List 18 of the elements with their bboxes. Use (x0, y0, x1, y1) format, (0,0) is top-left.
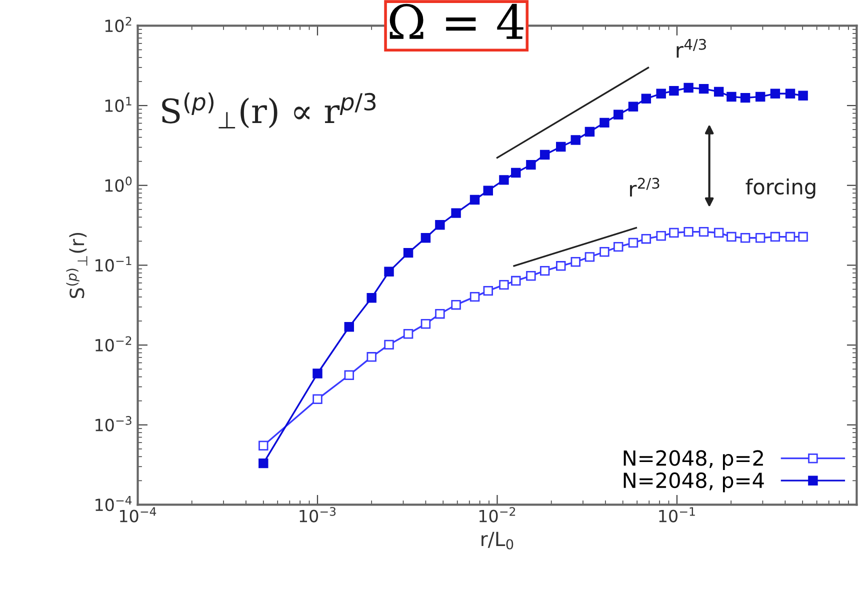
y-tick-label: 10$^{0}$ (105, 176, 132, 192)
annotation: r$^{2/3}$ (630, 178, 660, 197)
annotation: forcing (746, 178, 816, 199)
y-tick-label: 10$^{−2}$ (96, 336, 132, 352)
x-tick-label: 10$^{−3}$ (300, 507, 336, 522)
x-tick-label: 10$^{−2}$ (479, 507, 516, 522)
chart-title: Ω = 4 (390, 4, 524, 39)
y-tick-label: 10$^{1}$ (105, 96, 132, 112)
x-axis-title: r/L$_{0}$ (482, 532, 514, 550)
annotation: S$^{(p)}$$_{⊥}$(r) ∝ r$^{p/3}$ (162, 92, 376, 128)
y-tick-label: 10$^{2}$ (105, 16, 132, 32)
y-axis-title: S$^{(p)}$$_{⊥}$(r) (66, 232, 88, 298)
annotation: r$^{4/3}$ (676, 38, 706, 58)
y-tick-label: 10$^{−3}$ (96, 416, 132, 432)
legend-label: N=2048, p=4 (624, 472, 764, 492)
y-tick-label: 10$^{−1}$ (96, 256, 132, 272)
legend-label: N=2048, p=2 (624, 450, 763, 470)
x-tick-label: 10$^{−1}$ (659, 507, 695, 522)
